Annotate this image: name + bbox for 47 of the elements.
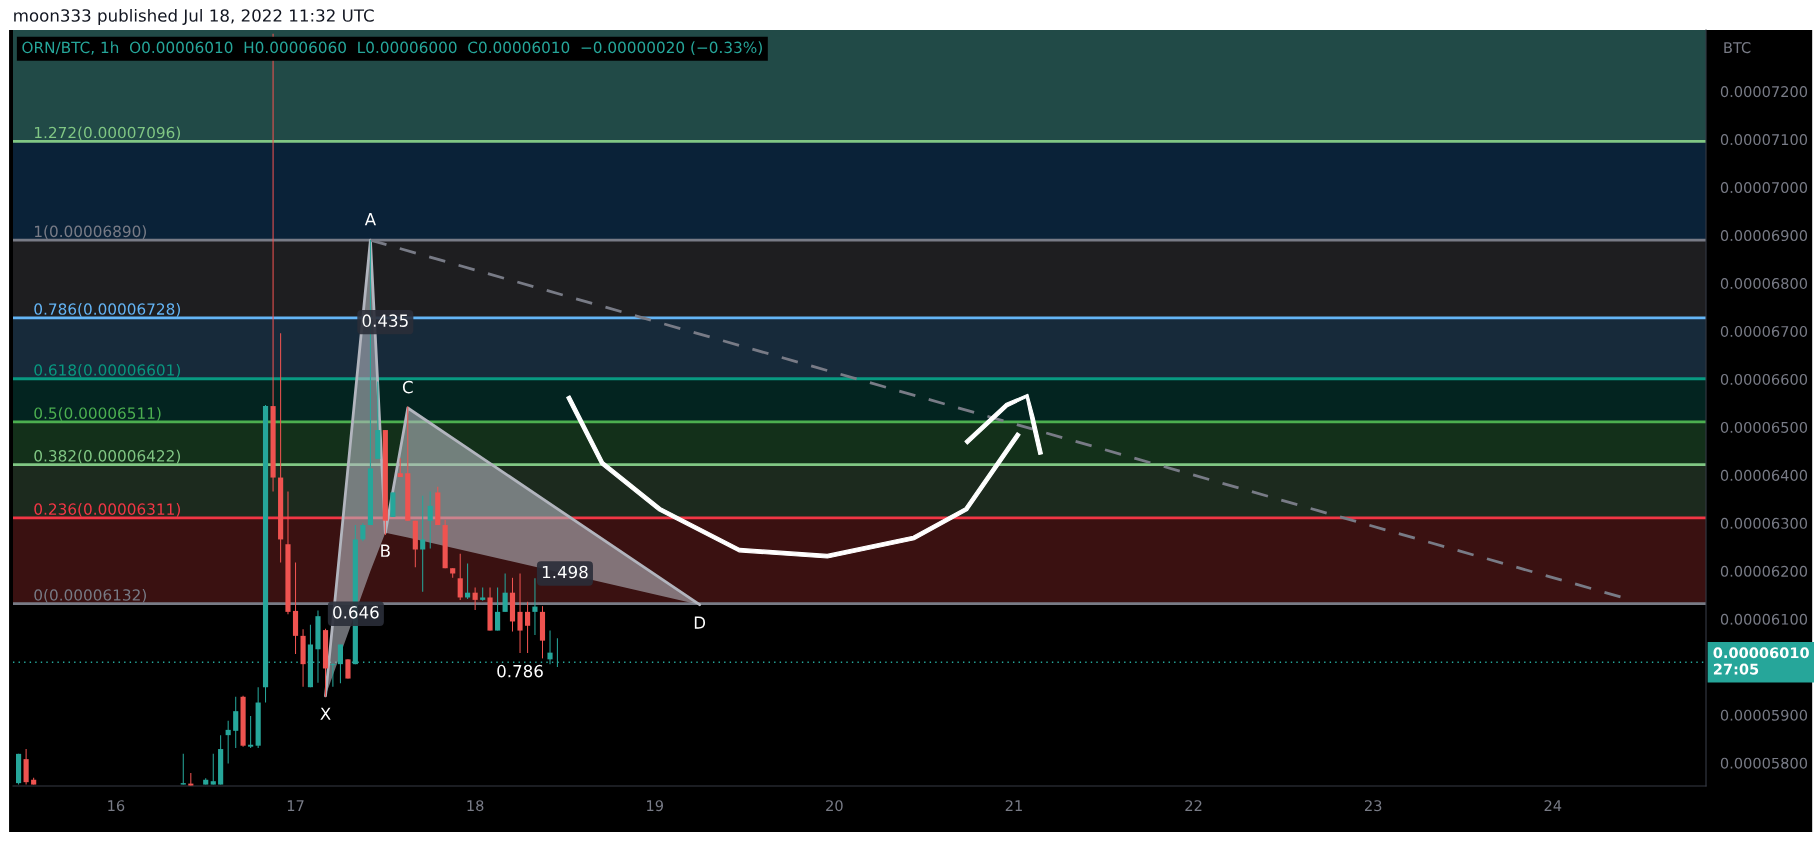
text: ORN/BTC, 1h O0.00006010 H0.00006060 L0.00006000 C0.00006010 −0.00000020 (−0.33%) [22, 41, 762, 55]
x-tick-label: 17 [287, 800, 304, 811]
y-tick-label: 0.00006200 [1720, 565, 1808, 577]
y-tick-label: 0.00007200 [1720, 86, 1808, 98]
y-tick-label: 0.00006900 [1720, 230, 1808, 242]
annotation: D [694, 616, 706, 629]
annotation: 0.646 [333, 606, 379, 619]
y-tick-label: 0.00007100 [1720, 134, 1808, 146]
annotation: 1.498 [542, 565, 588, 579]
annotation: B [381, 544, 390, 557]
ref-line-label: 0.00006010 27:05 [1713, 647, 1809, 675]
candlestick [532, 578, 538, 635]
annotation: C [402, 380, 413, 394]
ref-line-label: 0.618(0.00006601) [34, 363, 180, 378]
y-tick-label: 0.00006500 [1720, 421, 1808, 433]
x-tick-label: 24 [1544, 800, 1562, 811]
annotation: 0.435 [362, 314, 408, 327]
x-tick-label: 19 [647, 800, 663, 812]
y-tick-label: 0.00006600 [1720, 373, 1808, 385]
y-tick-label: 0.00007000 [1720, 182, 1808, 194]
y-tick-label: 0.00006300 [1720, 517, 1808, 529]
ref-line-label: 1(0.00006890) [34, 225, 146, 239]
candlestick [248, 715, 254, 749]
x-tick-label: 21 [1005, 800, 1022, 811]
x-tick-label: 16 [108, 800, 125, 812]
ref-line-label: 1.272(0.00007096) [34, 126, 180, 141]
y-tick-label: 0.00006700 [1720, 325, 1808, 337]
ref-line-label: 0.382(0.00006422) [34, 449, 180, 464]
x-tick-label: 22 [1185, 800, 1202, 811]
chart-title: moon333 published Jul 18, 2022 11:32 UTC [14, 8, 374, 26]
ref-line-label: 0.786(0.00006728) [34, 303, 180, 317]
x-tick-label: 23 [1364, 800, 1382, 812]
x-tick-label: 18 [467, 800, 484, 812]
y-tick-label: 0.00005900 [1720, 709, 1808, 721]
y-tick-label: 0.00006800 [1720, 278, 1808, 290]
annotation: 0.786 [497, 664, 543, 678]
ref-line-label: 0.236(0.00006311) [34, 503, 180, 517]
ref-line-label: 0(0.00006132) [34, 588, 146, 603]
y-tick-label: 0.00006100 [1720, 613, 1808, 625]
candlestick [180, 753, 186, 785]
x-tick-label: 20 [826, 800, 843, 812]
annotation: A [364, 213, 376, 226]
annotation: X [320, 707, 331, 720]
y-axis-title: BTC [1724, 42, 1751, 54]
y-tick-label: 0.00005800 [1720, 757, 1808, 769]
y-tick-label: 0.00006400 [1720, 469, 1808, 481]
ref-line-label: 0.5(0.00006511) [34, 407, 161, 421]
